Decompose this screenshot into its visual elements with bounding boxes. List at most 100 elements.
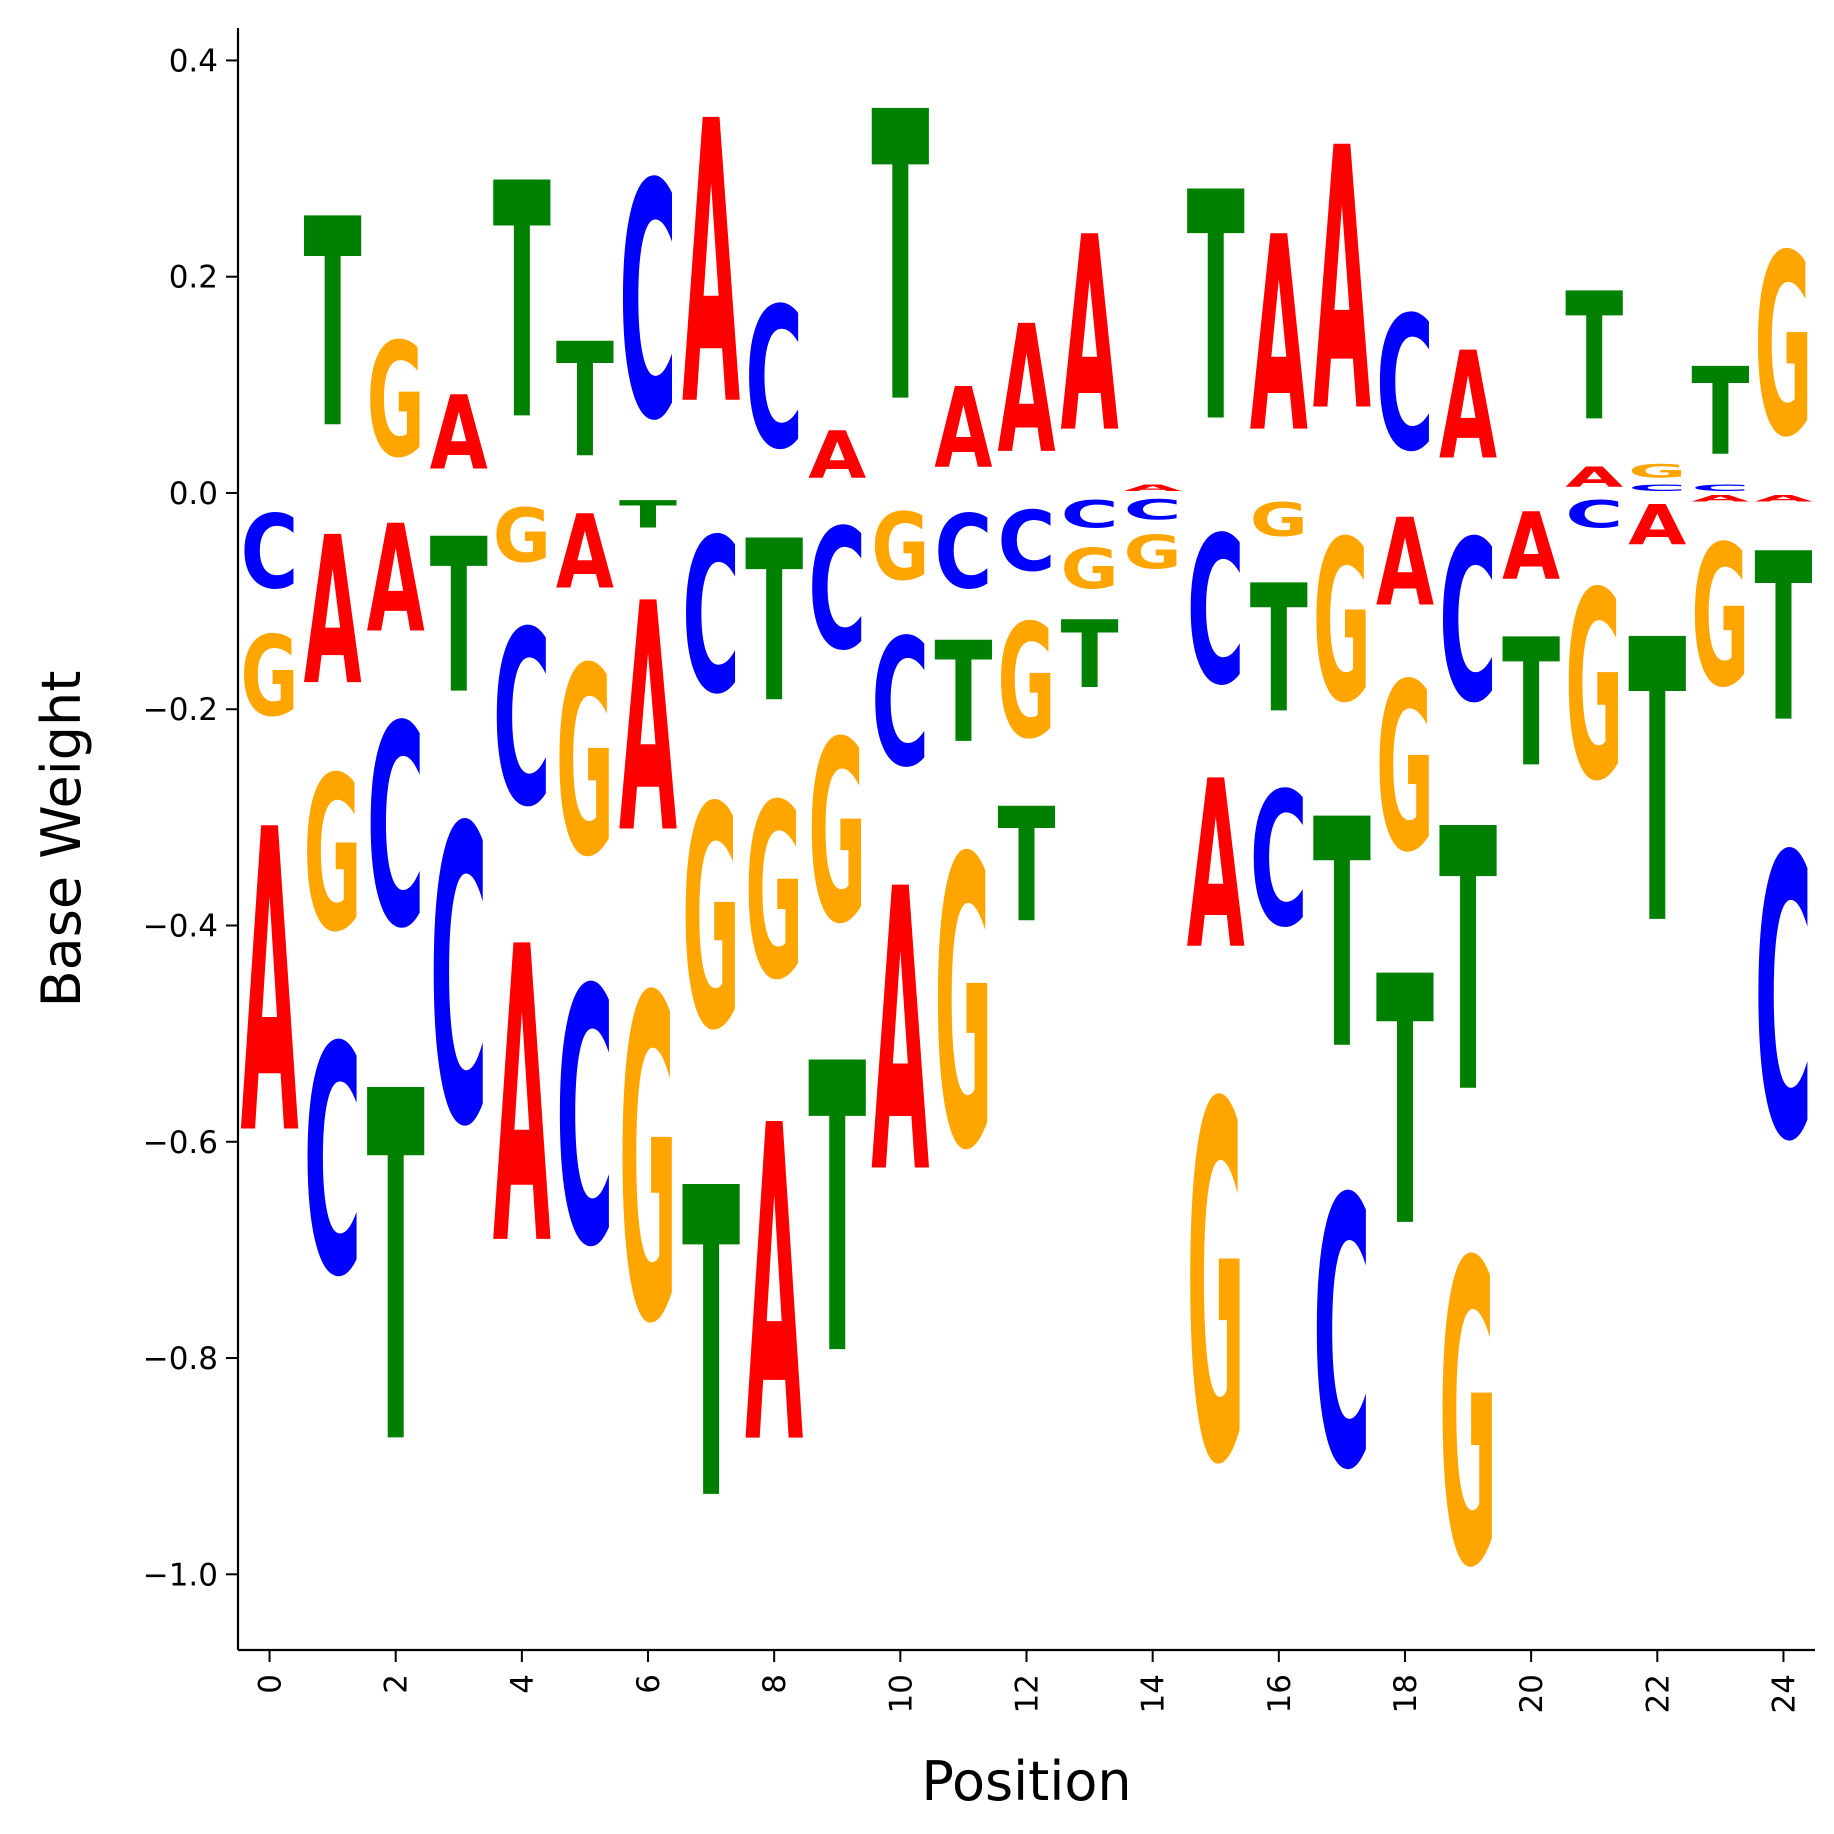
y-axis-ticks: −1.0 −0.8 −0.6 −0.4 −0.2 0.0 0.2 0.4 xyxy=(143,43,238,1593)
x-tick-label: 14 xyxy=(1136,1674,1172,1713)
logo-letter-G: G xyxy=(997,591,1055,774)
logo-letter-C: C xyxy=(1376,277,1434,493)
x-tick-label: 2 xyxy=(379,1674,415,1694)
logo-letter-T: T xyxy=(1250,547,1308,752)
x-tick-label: 4 xyxy=(505,1674,541,1694)
logo-letter-C: C xyxy=(808,493,866,687)
logo-letter-G: G xyxy=(808,690,866,980)
logo-letter-C: C xyxy=(1250,753,1308,969)
logo-letter-C: C xyxy=(619,114,677,492)
x-tick-label: 0 xyxy=(253,1674,289,1694)
logo-letter-A: A xyxy=(430,375,488,493)
logo-letter-T: T xyxy=(1754,505,1812,774)
y-tick-label: −0.8 xyxy=(143,1341,218,1377)
logo-letter-G: G xyxy=(367,310,425,493)
x-tick-label: 8 xyxy=(757,1674,793,1694)
logo-letter-T: T xyxy=(808,980,866,1443)
logo-letter-A: A xyxy=(1376,493,1434,633)
x-tick-label: 10 xyxy=(883,1674,919,1713)
logo-letter-T: T xyxy=(1376,905,1434,1303)
y-tick-label: 0.2 xyxy=(169,260,218,296)
logo-letter-C: C xyxy=(1187,495,1245,731)
logo-letter-A: A xyxy=(745,1035,804,1541)
logo-letter-G: G xyxy=(241,613,299,742)
logo-letter-C: C xyxy=(1754,776,1812,1228)
logo-letter-G: G xyxy=(1691,505,1749,731)
logo-letter-A: A xyxy=(1124,482,1183,493)
y-tick-label: −0.2 xyxy=(143,692,218,728)
logo-letter-T: T xyxy=(745,493,803,752)
logo-letter-G: G xyxy=(871,495,929,602)
y-tick-label: 0.4 xyxy=(169,43,218,79)
x-tick-label: 20 xyxy=(1514,1674,1550,1713)
logo-letter-G: G xyxy=(1124,527,1182,580)
y-tick-label: −0.6 xyxy=(143,1125,218,1161)
x-tick-label: 18 xyxy=(1388,1674,1424,1713)
logo-letter-C: C xyxy=(1313,1122,1371,1552)
logo-letter-T: T xyxy=(1628,560,1686,1012)
logo-letter-G: G xyxy=(304,733,362,980)
logo-letter-G: G xyxy=(934,776,992,1238)
logo-letter-A: A xyxy=(934,364,992,493)
logo-letter-C: C xyxy=(1124,493,1182,525)
logo-letter-A: A xyxy=(1628,493,1686,558)
logo-letter-A: A xyxy=(1439,320,1497,493)
x-tick-label: 6 xyxy=(631,1674,667,1694)
logo-letter-A: A xyxy=(304,495,362,731)
logo-letter-A: A xyxy=(1754,493,1813,504)
logo-letter-C: C xyxy=(745,266,803,493)
logo-letter-A: A xyxy=(997,288,1055,492)
logo-letter-T: T xyxy=(493,114,551,491)
logo-letter-C: C xyxy=(367,668,425,990)
logo-letter-T: T xyxy=(1565,255,1623,460)
logo-letter-C: C xyxy=(493,581,551,860)
logo-letter-G: G xyxy=(1565,537,1623,838)
logo-letter-C: C xyxy=(871,603,929,807)
logo-letter-T: T xyxy=(430,495,488,742)
logo-letter-A: A xyxy=(493,862,552,1335)
y-tick-label: −1.0 xyxy=(143,1557,218,1593)
logo-letter-G: G xyxy=(619,904,677,1421)
logo-letter-A: A xyxy=(1250,181,1308,493)
logo-letter-T: T xyxy=(1439,753,1497,1173)
logo-letter-C: C xyxy=(430,744,488,1217)
logo-letter-T: T xyxy=(934,613,992,775)
logo-letter-C: C xyxy=(934,494,992,612)
logo-letter-A: A xyxy=(1187,732,1245,1001)
logo-letter-C: C xyxy=(1439,494,1497,752)
logo-letter-G: G xyxy=(556,612,614,913)
logo-letter-A: A xyxy=(808,417,866,493)
x-tick-label: 16 xyxy=(1262,1674,1298,1713)
logo-letter-T: T xyxy=(871,28,929,491)
logo-letter-A: A xyxy=(367,493,425,666)
logo-letters: CGATAGCGACTATCTGCATAGCCTAGACGTCTGAACGTTG… xyxy=(241,28,1814,1660)
logo-letter-T: T xyxy=(619,494,677,537)
logo-letter-G: G xyxy=(1061,536,1119,601)
logo-letter-A: A xyxy=(556,494,614,612)
logo-letter-C: C xyxy=(304,981,362,1347)
logo-letter-T: T xyxy=(997,775,1055,958)
logo-letter-C: C xyxy=(241,494,299,612)
logo-letter-A: A xyxy=(1502,493,1560,601)
y-tick-label: −0.4 xyxy=(143,909,218,945)
logo-letter-A: A xyxy=(619,537,677,903)
logo-letter-C: C xyxy=(682,493,740,741)
logo-letter-C: C xyxy=(997,494,1055,590)
logo-letter-C: C xyxy=(1628,482,1686,493)
logo-letter-C: C xyxy=(556,917,614,1325)
y-tick-label: 0.0 xyxy=(169,476,218,512)
logo-letter-T: T xyxy=(556,310,614,493)
x-axis-ticks: 0 2 4 6 8 10 12 14 16 18 20 22 24 xyxy=(253,1650,1802,1713)
logo-letter-G: G xyxy=(1250,494,1308,547)
x-tick-label: 12 xyxy=(1010,1674,1046,1713)
logo-letter-G: G xyxy=(1754,203,1812,493)
logo-letter-A: A xyxy=(871,808,930,1259)
logo-letter-A: A xyxy=(1565,461,1623,493)
x-tick-label: 22 xyxy=(1640,1674,1676,1713)
x-tick-label: 24 xyxy=(1766,1674,1802,1713)
logo-letter-T: T xyxy=(1061,602,1119,709)
y-axis-title: Base Weight xyxy=(30,671,93,1008)
logo-letter-G: G xyxy=(1313,493,1371,752)
logo-letter-C: C xyxy=(1061,493,1119,536)
logo-letter-G: G xyxy=(682,744,740,1098)
